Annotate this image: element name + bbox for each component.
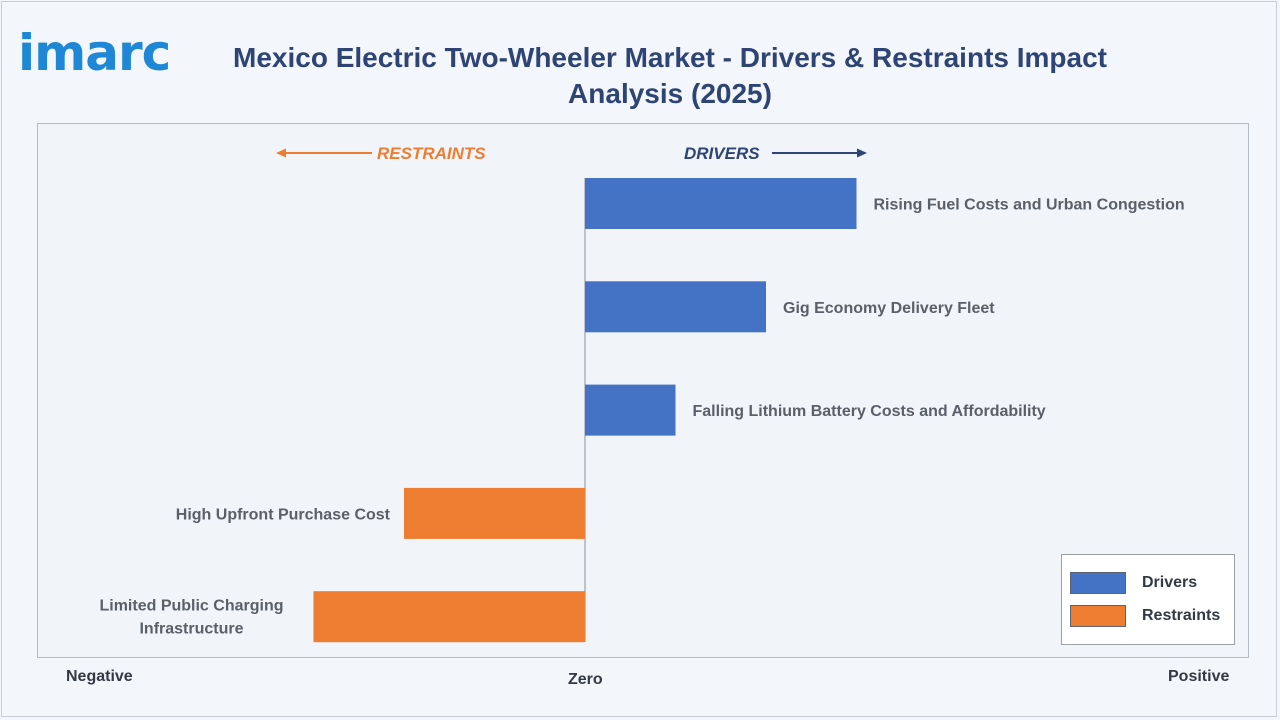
bar-falling-lithium-battery-costs-and-affordability — [585, 384, 676, 436]
bar-gig-economy-delivery-fleet — [585, 281, 766, 333]
drivers-heading: DRIVERS — [684, 144, 760, 163]
category-label-limited-public-charging-infrastructure: Limited Public Charging Infrastructure — [99, 598, 283, 638]
legend-swatch-drivers — [1070, 572, 1126, 594]
legend-label-restraints: Restraints — [1142, 607, 1221, 624]
legend: Drivers Restraints — [1061, 554, 1235, 645]
axis-label-zero: Zero — [568, 671, 603, 688]
drivers-arrow-head — [857, 148, 867, 158]
bar-rising-fuel-costs-and-urban-congestion — [585, 178, 857, 229]
imarc-logo: imarc — [18, 24, 171, 82]
axis-label-negative: Negative — [66, 668, 133, 685]
category-label-falling-lithium-battery-costs-and-affordability: Falling Lithium Battery Costs and Afford… — [693, 403, 1046, 420]
bar-high-upfront-purchase-cost — [404, 487, 585, 539]
bar-limited-public-charging-infrastructure — [313, 591, 585, 643]
restraints-heading: RESTRAINTS — [377, 144, 486, 163]
chart-title: Mexico Electric Two-Wheeler Market - Dri… — [233, 42, 1107, 109]
axis-label-positive: Positive — [1168, 668, 1230, 685]
category-label-gig-economy-delivery-fleet: Gig Economy Delivery Fleet — [783, 300, 995, 317]
restraints-arrow-head — [276, 148, 286, 158]
legend-label-drivers: Drivers — [1142, 574, 1198, 591]
legend-swatch-restraints — [1070, 605, 1126, 627]
category-label-rising-fuel-costs-and-urban-congestion: Rising Fuel Costs and Urban Congestion — [874, 197, 1185, 214]
category-label-high-upfront-purchase-cost: High Upfront Purchase Cost — [176, 506, 391, 523]
